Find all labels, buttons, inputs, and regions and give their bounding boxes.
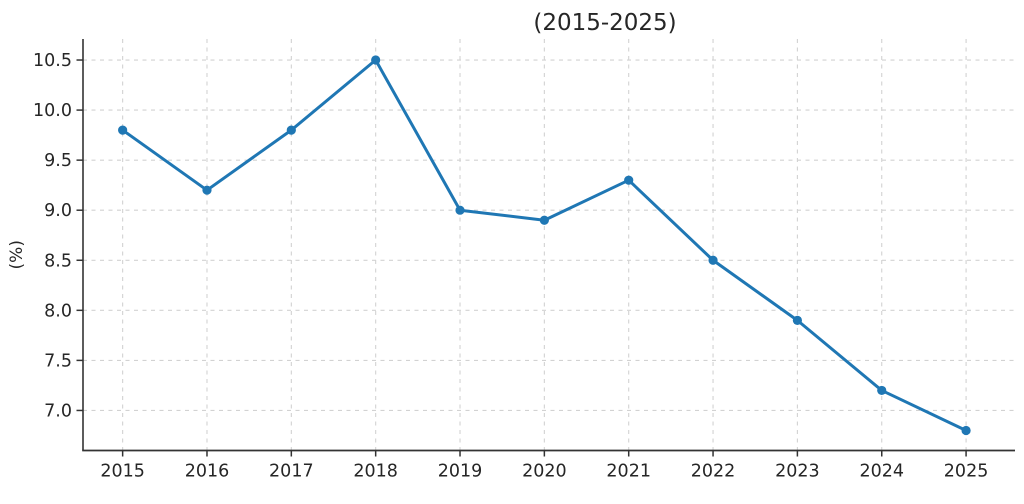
x-tick-label: 2019 bbox=[438, 462, 483, 482]
x-tick-label: 2018 bbox=[353, 462, 398, 482]
x-tick-label: 2016 bbox=[185, 462, 230, 482]
x-tick-label: 2020 bbox=[522, 462, 567, 482]
y-tick-label: 7.0 bbox=[44, 401, 72, 421]
data-point bbox=[118, 125, 128, 135]
y-tick-label: 8.5 bbox=[44, 251, 72, 271]
y-tick-label: 9.0 bbox=[44, 201, 72, 221]
data-point bbox=[539, 215, 549, 225]
x-tick-label: 2024 bbox=[859, 462, 904, 482]
data-point bbox=[202, 185, 212, 195]
data-point bbox=[624, 175, 634, 185]
y-tick-label: 8.0 bbox=[44, 301, 72, 321]
x-tick-label: 2022 bbox=[691, 462, 736, 482]
x-tick-label: 2015 bbox=[100, 462, 145, 482]
x-tick-label: 2021 bbox=[606, 462, 651, 482]
y-tick-label: 9.5 bbox=[44, 151, 72, 171]
x-tick-label: 2023 bbox=[775, 462, 820, 482]
data-points bbox=[118, 55, 971, 436]
data-point bbox=[708, 255, 718, 265]
y-tick-label: 7.5 bbox=[44, 351, 72, 371]
data-point bbox=[286, 125, 296, 135]
grid bbox=[83, 39, 1015, 451]
y-tick-label: 10.5 bbox=[33, 51, 72, 71]
chart-title: (2015-2025) bbox=[533, 10, 676, 36]
data-point bbox=[961, 425, 971, 436]
y-axis-label: (%) bbox=[7, 240, 27, 269]
x-tick-label: 2025 bbox=[944, 462, 989, 482]
data-point bbox=[455, 205, 465, 215]
data-point bbox=[371, 55, 381, 65]
data-point bbox=[792, 315, 802, 325]
y-tick-label: 10.0 bbox=[33, 101, 72, 121]
x-tick-label: 2017 bbox=[269, 462, 314, 482]
data-point bbox=[877, 385, 887, 396]
tick-marks bbox=[76, 59, 967, 457]
